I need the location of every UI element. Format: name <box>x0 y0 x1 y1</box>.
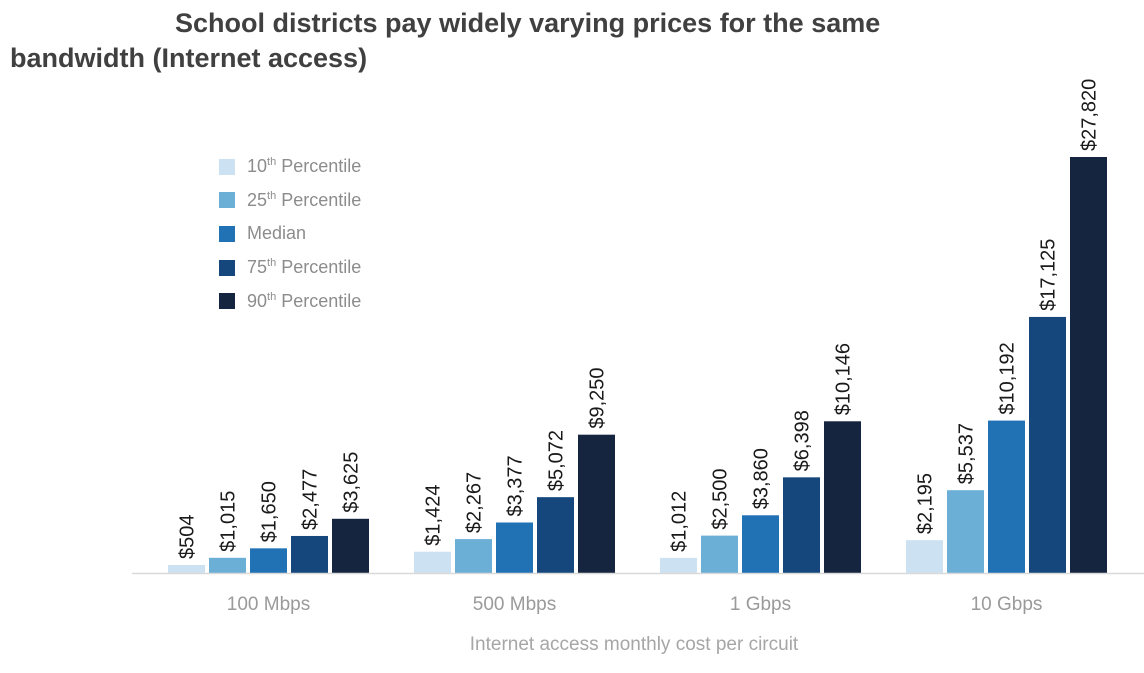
bar-value-label: $2,477 <box>300 469 322 530</box>
bar <box>701 535 738 573</box>
bar <box>1029 316 1066 573</box>
bar-value-label: $5,537 <box>956 423 978 484</box>
bar-value-label: $27,820 <box>1079 79 1101 151</box>
bar <box>783 477 820 573</box>
chart-title-line-1: School districts pay widely varying pric… <box>175 8 881 38</box>
legend-label: 10th Percentile <box>247 156 362 177</box>
legend-swatch <box>219 259 235 276</box>
bar-value-label: $2,195 <box>915 473 937 534</box>
bar <box>947 490 984 573</box>
bar-value-label: $2,267 <box>464 472 486 533</box>
category-label: 500 Mbps <box>473 594 556 615</box>
legend-item: 10th Percentile <box>219 150 361 184</box>
bar <box>455 539 492 573</box>
legend-label: 25th Percentile <box>247 189 362 210</box>
bar <box>291 535 328 573</box>
bar <box>1070 157 1107 573</box>
legend-swatch <box>219 225 235 242</box>
bar-value-label: $6,398 <box>792 410 814 471</box>
legend-label: Median <box>247 223 307 244</box>
bar <box>209 557 246 573</box>
chart-title: School districts pay widely varying pric… <box>10 6 910 76</box>
legend-swatch <box>219 192 235 209</box>
bar <box>742 515 779 573</box>
x-axis-title: Internet access monthly cost per circuit <box>470 634 799 655</box>
legend-item: 90th Percentile <box>219 284 361 318</box>
bar-value-label: $17,125 <box>1038 239 1060 311</box>
bar <box>250 548 287 573</box>
bar-value-label: $3,625 <box>341 452 363 513</box>
bar-value-label: $5,072 <box>546 430 568 491</box>
bar <box>824 421 861 573</box>
bar-value-label: $1,015 <box>218 491 240 552</box>
category-label: 10 Gbps <box>971 594 1043 615</box>
bar <box>537 497 574 573</box>
bar <box>660 557 697 573</box>
bar-value-label: $9,250 <box>587 368 609 429</box>
chart-title-line-2: bandwidth (Internet access) <box>10 43 368 73</box>
bar <box>168 565 205 573</box>
bar-value-label: $1,650 <box>259 481 281 542</box>
legend-label: 75th Percentile <box>247 257 362 278</box>
legend-item: 25th Percentile <box>219 184 361 218</box>
legend-item: 75th Percentile <box>219 251 361 285</box>
bars-layer: $504 $1,015 $1,650 $2,477 $3,625 $1,424 $2,267… <box>168 79 1107 573</box>
legend-swatch <box>219 293 235 310</box>
category-label: 1 Gbps <box>730 594 791 615</box>
bar-value-label: $1,424 <box>423 485 445 546</box>
bar <box>578 434 615 573</box>
legend-item: Median <box>219 217 361 251</box>
bar-value-label: $2,500 <box>710 468 732 529</box>
legend-swatch <box>219 158 235 175</box>
bar-value-label: $10,192 <box>997 342 1019 414</box>
bar <box>988 420 1025 573</box>
bar-value-label: $3,860 <box>751 448 773 509</box>
bar-value-label: $1,012 <box>669 491 691 552</box>
bar-value-label: $3,377 <box>505 455 527 516</box>
bar-value-label: $504 <box>177 515 199 560</box>
bar <box>906 540 943 573</box>
legend-label: 90th Percentile <box>247 290 362 311</box>
category-labels: 100 Mbps 500 Mbps 1 Gbps 10 Gbps <box>227 594 1043 615</box>
bar <box>496 522 533 573</box>
legend: 10th Percentile 25th Percentile Median 75th… <box>219 150 361 318</box>
bar <box>414 551 451 573</box>
category-label: 100 Mbps <box>227 594 310 615</box>
bar <box>332 518 369 573</box>
bar-value-label: $10,146 <box>833 343 855 415</box>
